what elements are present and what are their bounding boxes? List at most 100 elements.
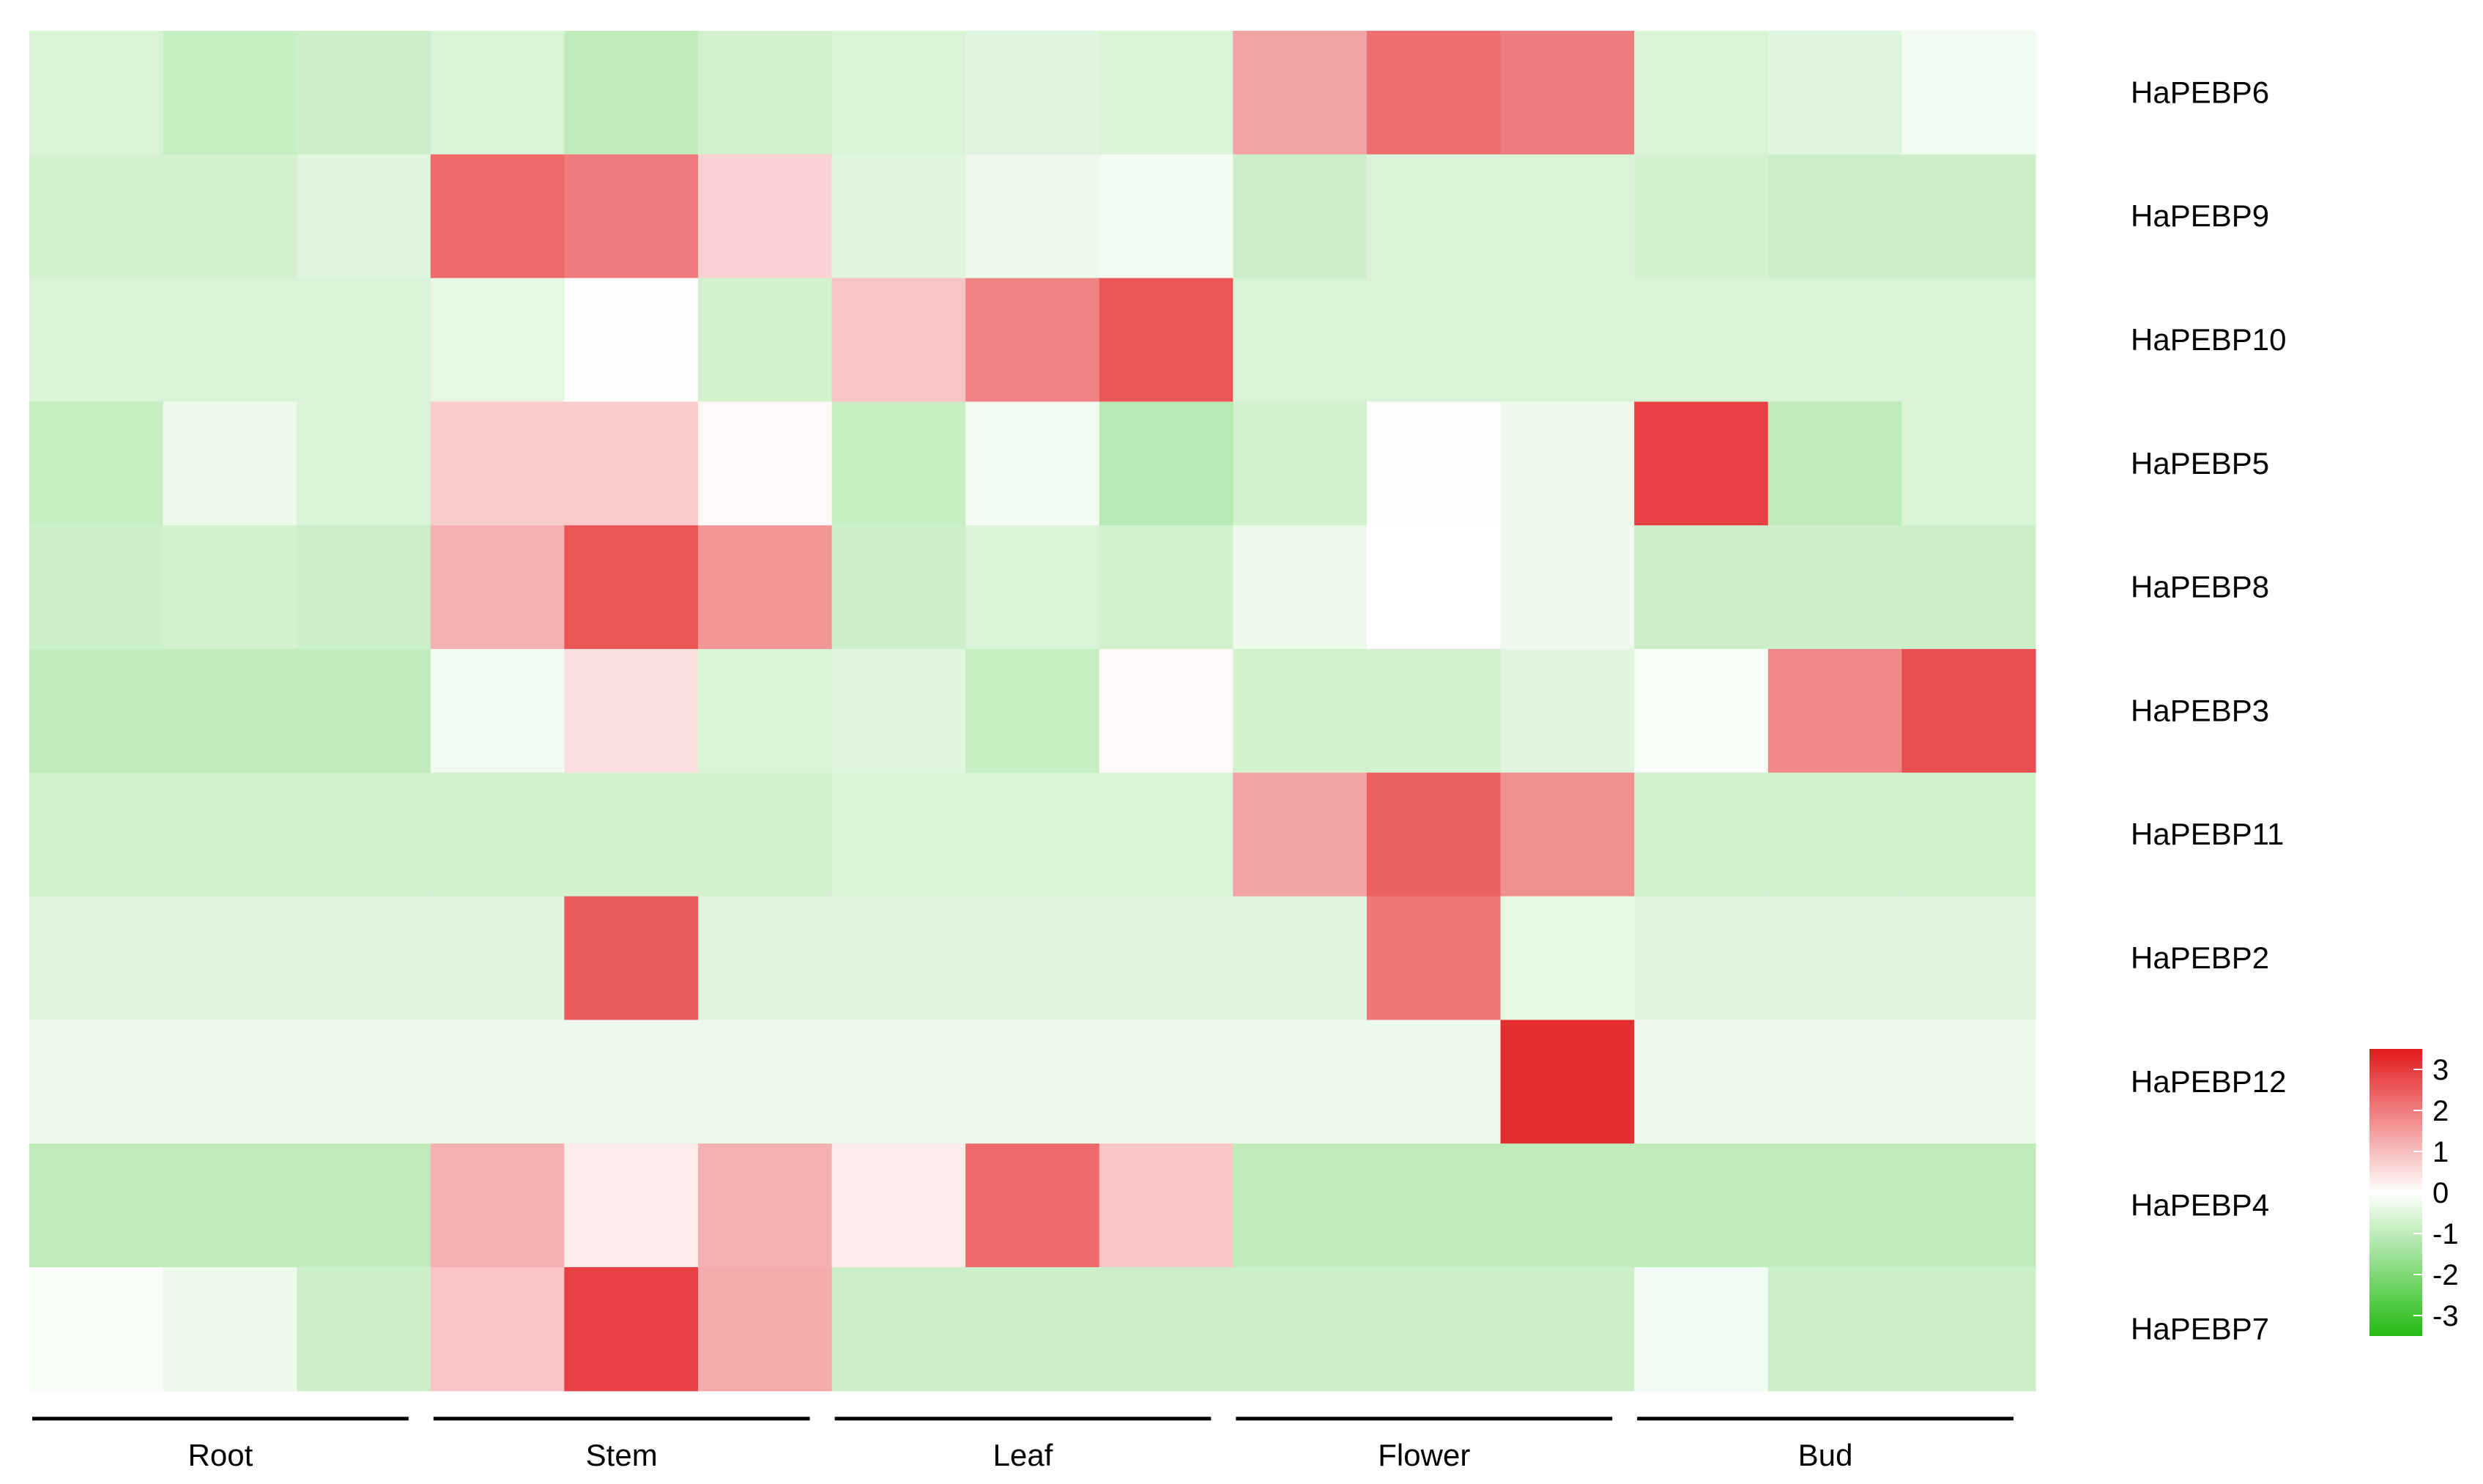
heatmap-cell-HaPEBP10-Bud-1 [1634, 278, 1769, 402]
row-label-HaPEBP11: HaPEBP11 [2131, 817, 2284, 851]
row-label-HaPEBP10: HaPEBP10 [2131, 322, 2286, 357]
heatmap-cell-HaPEBP9-Bud-2 [1767, 154, 1902, 279]
group-axis: Root Stem Leaf Flower Bud [32, 1417, 2014, 1472]
heatmap-cell-HaPEBP6-Bud-1 [1634, 31, 1769, 155]
heatmap-cell-HaPEBP8-Stem-1 [430, 525, 565, 650]
heatmap-cell-HaPEBP3-Leaf-2 [965, 649, 1100, 773]
heatmap-cell-HaPEBP2-Stem-2 [564, 896, 699, 1020]
colorbar-tick-label: 0 [2432, 1177, 2449, 1209]
heatmap-cell-HaPEBP11-Bud-3 [1901, 772, 2036, 897]
heatmap-cell-HaPEBP6-Leaf-1 [831, 31, 966, 155]
heatmap-cell-HaPEBP2-Root-1 [29, 896, 164, 1020]
group-label-Bud: Bud [1798, 1438, 1853, 1472]
heatmap-cell-HaPEBP8-Leaf-3 [1099, 525, 1233, 650]
heatmap-cell-HaPEBP12-Root-2 [163, 1020, 297, 1144]
heatmap-cell-HaPEBP4-Root-2 [163, 1143, 297, 1268]
heatmap-cell-HaPEBP2-Stem-1 [430, 896, 565, 1020]
heatmap-cell-HaPEBP6-Flower-1 [1233, 31, 1367, 155]
colorbar-tick-label: -1 [2432, 1218, 2459, 1250]
heatmap-cell-HaPEBP11-Stem-1 [430, 772, 565, 897]
heatmap-cell-HaPEBP8-Leaf-2 [965, 525, 1100, 650]
heatmap-cell-HaPEBP5-Root-2 [163, 401, 297, 526]
heatmap-cell-HaPEBP11-Bud-1 [1634, 772, 1769, 897]
heatmap-cell-HaPEBP5-Bud-3 [1901, 401, 2036, 526]
heatmap-cell-HaPEBP3-Stem-2 [564, 649, 699, 773]
row-label-HaPEBP2: HaPEBP2 [2131, 941, 2269, 975]
heatmap-cell-HaPEBP7-Flower-1 [1233, 1267, 1367, 1392]
heatmap-cell-HaPEBP7-Bud-3 [1901, 1267, 2036, 1392]
heatmap-cell-HaPEBP2-Bud-1 [1634, 896, 1769, 1020]
heatmap-cell-HaPEBP8-Bud-1 [1634, 525, 1769, 650]
heatmap-cell-HaPEBP3-Flower-1 [1233, 649, 1367, 773]
heatmap-cell-HaPEBP10-Root-1 [29, 278, 164, 402]
heatmap-cell-HaPEBP8-Bud-2 [1767, 525, 1902, 650]
heatmap-cell-HaPEBP4-Root-1 [29, 1143, 164, 1268]
heatmap-cell-HaPEBP9-Stem-1 [430, 154, 565, 279]
heatmap-cell-HaPEBP10-Bud-3 [1901, 278, 2036, 402]
heatmap-cell-HaPEBP2-Flower-2 [1367, 896, 1502, 1020]
heatmap-cell-HaPEBP3-Bud-1 [1634, 649, 1769, 773]
heatmap-cell-HaPEBP5-Flower-1 [1233, 401, 1367, 526]
heatmap-cell-HaPEBP10-Root-3 [297, 278, 431, 402]
heatmap-cell-HaPEBP3-Stem-1 [430, 649, 565, 773]
heatmap-cell-HaPEBP7-Leaf-1 [831, 1267, 966, 1392]
heatmap-cell-HaPEBP12-Leaf-1 [831, 1020, 966, 1144]
heatmap-cell-HaPEBP5-Leaf-3 [1099, 401, 1233, 526]
heatmap-cell-HaPEBP7-Stem-3 [698, 1267, 833, 1392]
heatmap-cell-HaPEBP8-Root-1 [29, 525, 164, 650]
heatmap-cell-HaPEBP6-Leaf-2 [965, 31, 1100, 155]
colorbar-legend: 3 2 1 0 -1 -2 -3 [2369, 1049, 2459, 1336]
heatmap-cell-HaPEBP7-Leaf-2 [965, 1267, 1100, 1392]
heatmap-cell-HaPEBP9-Root-2 [163, 154, 297, 279]
heatmap-cell-HaPEBP9-Flower-3 [1500, 154, 1635, 279]
heatmap-cell-HaPEBP9-Flower-1 [1233, 154, 1367, 279]
heatmap-cell-HaPEBP8-Stem-3 [698, 525, 833, 650]
heatmap-cell-HaPEBP6-Root-2 [163, 31, 297, 155]
heatmap-cell-HaPEBP10-Leaf-3 [1099, 278, 1233, 402]
heatmap-cell-HaPEBP2-Leaf-3 [1099, 896, 1233, 1020]
heatmap-cell-HaPEBP11-Root-1 [29, 772, 164, 897]
heatmap-cells [29, 31, 2036, 1392]
heatmap-cell-HaPEBP10-Stem-2 [564, 278, 699, 402]
heatmap-cell-HaPEBP7-Flower-2 [1367, 1267, 1502, 1392]
heatmap-cell-HaPEBP3-Leaf-1 [831, 649, 966, 773]
group-label-Stem: Stem [586, 1438, 658, 1472]
heatmap-cell-HaPEBP2-Root-2 [163, 896, 297, 1020]
heatmap-cell-HaPEBP12-Flower-2 [1367, 1020, 1502, 1144]
heatmap-cell-HaPEBP6-Bud-2 [1767, 31, 1902, 155]
heatmap-cell-HaPEBP8-Bud-3 [1901, 525, 2036, 650]
row-label-HaPEBP7: HaPEBP7 [2131, 1311, 2269, 1346]
heatmap-cell-HaPEBP12-Flower-1 [1233, 1020, 1367, 1144]
heatmap-cell-HaPEBP8-Leaf-1 [831, 525, 966, 650]
heatmap-cell-HaPEBP5-Leaf-1 [831, 401, 966, 526]
row-label-HaPEBP3: HaPEBP3 [2131, 693, 2269, 727]
row-label-HaPEBP6: HaPEBP6 [2131, 75, 2269, 109]
heatmap-cell-HaPEBP4-Stem-3 [698, 1143, 833, 1268]
heatmap-cell-HaPEBP7-Bud-2 [1767, 1267, 1902, 1392]
group-label-Flower: Flower [1378, 1438, 1470, 1472]
heatmap-cell-HaPEBP11-Bud-2 [1767, 772, 1902, 897]
heatmap-cell-HaPEBP8-Flower-3 [1500, 525, 1635, 650]
row-label-HaPEBP5: HaPEBP5 [2131, 446, 2269, 481]
heatmap-cell-HaPEBP9-Leaf-2 [965, 154, 1100, 279]
heatmap-cell-HaPEBP12-Root-3 [297, 1020, 431, 1144]
heatmap-cell-HaPEBP5-Flower-2 [1367, 401, 1502, 526]
heatmap-cell-HaPEBP5-Flower-3 [1500, 401, 1635, 526]
heatmap-cell-HaPEBP10-Bud-2 [1767, 278, 1902, 402]
colorbar-tick-label: -2 [2432, 1259, 2459, 1291]
heatmap-cell-HaPEBP7-Bud-1 [1634, 1267, 1769, 1392]
heatmap-cell-HaPEBP8-Flower-2 [1367, 525, 1502, 650]
heatmap-cell-HaPEBP4-Flower-2 [1367, 1143, 1502, 1268]
heatmap-cell-HaPEBP5-Stem-3 [698, 401, 833, 526]
heatmap-cell-HaPEBP12-Stem-1 [430, 1020, 565, 1144]
heatmap-cell-HaPEBP2-Bud-3 [1901, 896, 2036, 1020]
heatmap-cell-HaPEBP12-Stem-3 [698, 1020, 833, 1144]
heatmap-cell-HaPEBP9-Leaf-1 [831, 154, 966, 279]
group-label-Root: Root [188, 1438, 253, 1472]
heatmap-cell-HaPEBP11-Stem-2 [564, 772, 699, 897]
heatmap-cell-HaPEBP9-Bud-1 [1634, 154, 1769, 279]
colorbar-ticks: 3 2 1 0 -1 -2 -3 [2413, 1054, 2459, 1332]
heatmap-cell-HaPEBP9-Root-1 [29, 154, 164, 279]
heatmap-cell-HaPEBP4-Stem-1 [430, 1143, 565, 1268]
